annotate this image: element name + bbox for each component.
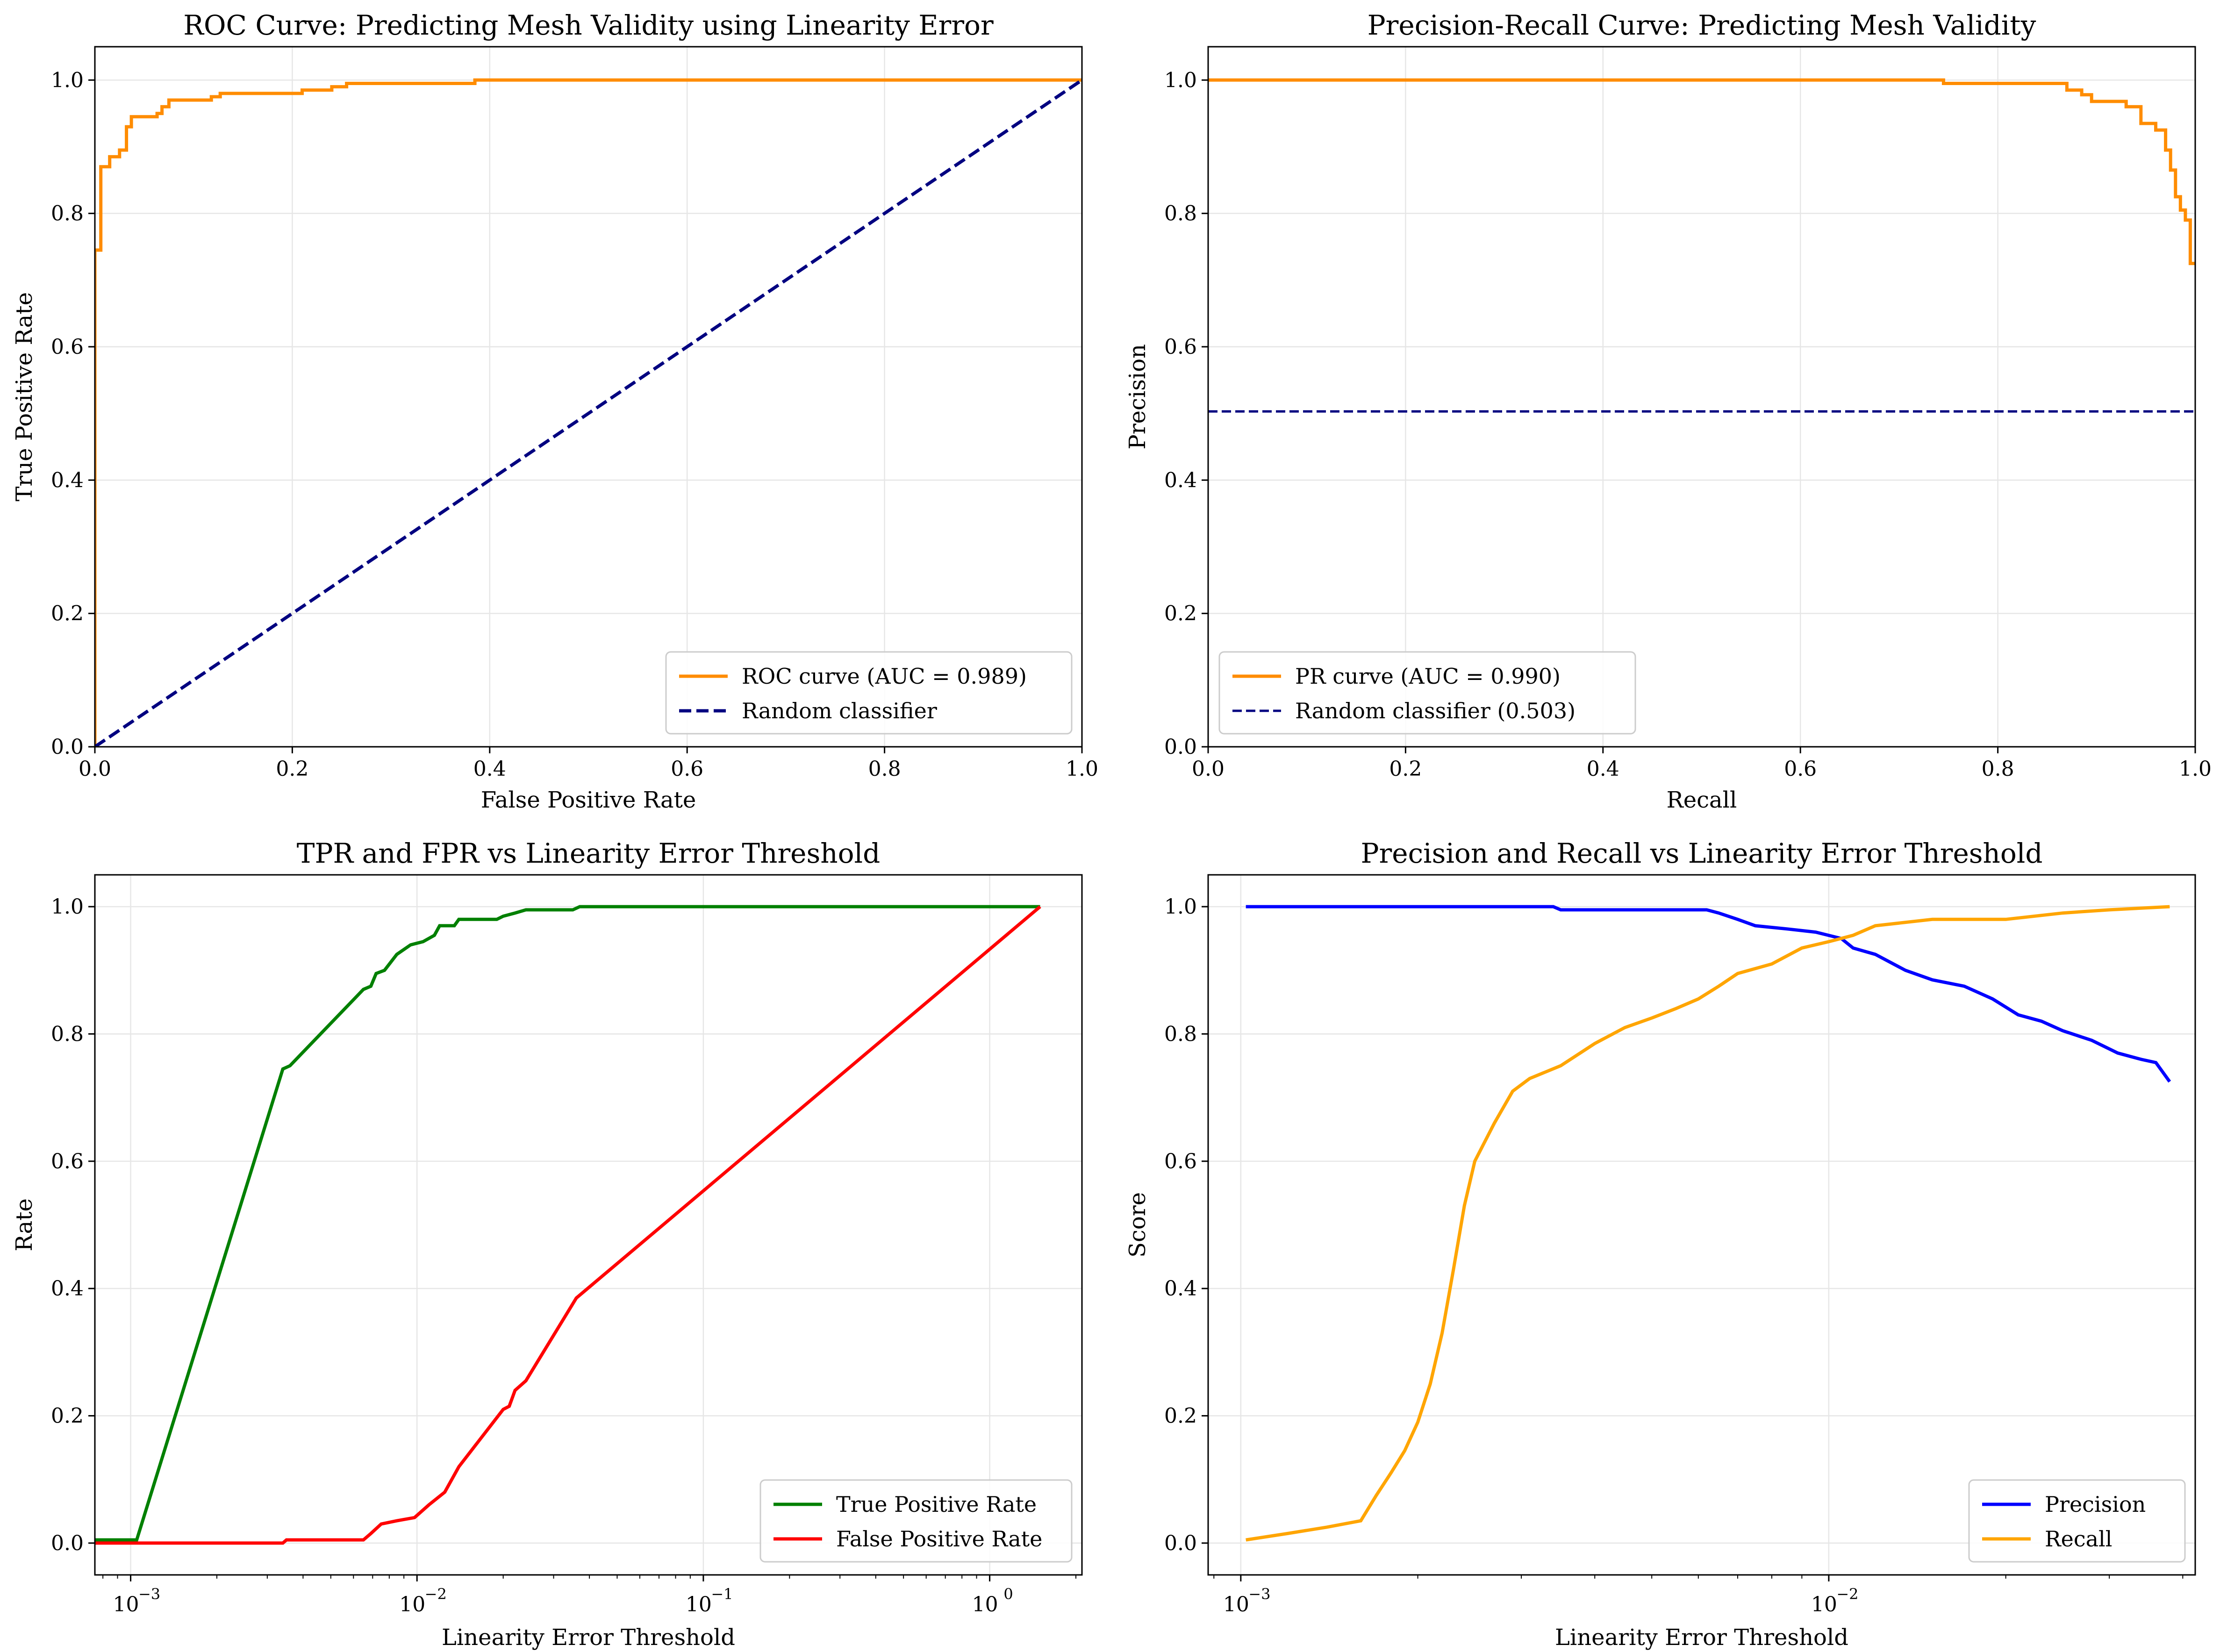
- legend-label: Random classifier: [742, 698, 937, 723]
- axes-frame: [1207, 46, 2196, 748]
- legend: True Positive Rate False Positive Rate: [759, 1479, 1073, 1563]
- x-tick-exponent: −2: [425, 1585, 447, 1603]
- y-tick-label: 0.0: [1164, 1531, 1197, 1555]
- series-line-1: [95, 905, 1040, 1542]
- legend-label: PR curve (AUC = 0.990): [1295, 664, 1561, 689]
- x-tick-label: 0.4: [1587, 757, 1619, 781]
- x-tick-label: 0.8: [868, 757, 901, 781]
- legend-box: [665, 651, 1073, 735]
- series-line-2: [95, 905, 1041, 1545]
- legend-label: False Positive Rate: [836, 1526, 1042, 1552]
- y-axis-label: Rate: [11, 1198, 37, 1252]
- chart-title: ROC Curve: Predicting Mesh Validity usin…: [183, 9, 994, 41]
- legend-label: Precision: [2045, 1492, 2146, 1517]
- x-tick-label: 0.6: [671, 757, 703, 781]
- x-tick-exponent: −3: [138, 1585, 160, 1603]
- x-tick-label: 0.0: [1192, 757, 1225, 781]
- x-tick-exponent: 0: [1003, 1585, 1013, 1603]
- x-tick-label: 10: [1223, 1593, 1249, 1616]
- x-tick-label: 0.0: [79, 757, 111, 781]
- axes-frame: [94, 46, 1083, 748]
- x-tick-label: 0.2: [1389, 757, 1422, 781]
- axes-frame: [1207, 874, 2196, 1576]
- legend-label: True Positive Rate: [836, 1492, 1037, 1517]
- chart-1: 0.0 0.2 0.4 0.6 0.8 1.0 0.0 0.2 0.4 0.6 0.8 1.0 ROC …: [11, 9, 1098, 813]
- legend-label: ROC curve (AUC = 0.989): [742, 664, 1027, 689]
- chart-title: TPR and FPR vs Linearity Error Threshold: [297, 837, 880, 869]
- legend-box: [759, 1479, 1073, 1563]
- series-line-1: [95, 78, 1082, 747]
- legend: ROC curve (AUC = 0.989) Random classifier: [665, 651, 1073, 735]
- chart-2: 0.0 0.2 0.4 0.6 0.8 1.0 0.0 0.2 0.4 0.6 0.8 1.0 Prec…: [1124, 9, 2212, 813]
- x-tick-label: 0.2: [276, 757, 308, 781]
- y-tick-label: 1.0: [51, 895, 84, 919]
- y-tick-label: 0.8: [1164, 1022, 1197, 1046]
- y-tick-label: 0.4: [51, 1277, 84, 1301]
- legend-box: [1968, 1479, 2186, 1563]
- legend-label: Random classifier (0.503): [1295, 698, 1575, 723]
- y-tick-label: 0.4: [51, 468, 84, 492]
- series-line-1: [1246, 905, 2171, 1083]
- y-tick-label: 0.4: [1164, 468, 1197, 492]
- y-axis-label: Precision: [1124, 344, 1151, 450]
- series-line-2: [95, 79, 1082, 747]
- x-tick-label: 0.8: [1982, 757, 2014, 781]
- y-tick-label: 0.6: [1164, 1150, 1197, 1173]
- y-tick-label: 0.0: [51, 735, 84, 759]
- y-tick-label: 0.6: [51, 1150, 84, 1173]
- series-line-1: [1208, 78, 2195, 265]
- y-tick-label: 0.6: [51, 335, 84, 359]
- x-tick-exponent: −3: [1248, 1585, 1270, 1603]
- y-tick-label: 0.4: [1164, 1277, 1197, 1301]
- y-tick-label: 0.2: [1164, 602, 1197, 626]
- x-axis-label: Linearity Error Threshold: [442, 1624, 735, 1651]
- x-tick-label: 10: [1811, 1593, 1837, 1616]
- x-axis-label: Recall: [1667, 787, 1737, 813]
- y-tick-label: 1.0: [1164, 895, 1197, 919]
- x-tick-label: 0.4: [473, 757, 506, 781]
- chart-title: Precision-Recall Curve: Predicting Mesh …: [1368, 9, 2036, 41]
- x-tick-label: 1.0: [1066, 757, 1098, 781]
- x-tick-label: 10: [972, 1593, 998, 1616]
- y-tick-label: 0.6: [1164, 335, 1197, 359]
- y-tick-label: 0.0: [1164, 735, 1197, 759]
- y-tick-label: 0.2: [1164, 1404, 1197, 1428]
- legend-label: Recall: [2045, 1526, 2112, 1552]
- x-tick-label: 10: [686, 1593, 712, 1616]
- x-tick-label: 1.0: [2179, 757, 2212, 781]
- legend-box: [1218, 651, 1636, 735]
- x-tick-label: 10: [113, 1593, 139, 1616]
- x-tick-label: 0.6: [1784, 757, 1817, 781]
- series-line-2: [1246, 905, 2170, 1542]
- x-tick-label: 10: [399, 1593, 425, 1616]
- x-axis-label: False Positive Rate: [481, 787, 696, 813]
- y-tick-label: 0.8: [51, 202, 84, 226]
- legend: PR curve (AUC = 0.990) Random classifier …: [1218, 651, 1636, 735]
- axes-frame: [94, 874, 1083, 1576]
- y-axis-label: Score: [1124, 1192, 1151, 1258]
- y-axis-label: True Positive Rate: [11, 292, 37, 501]
- legend: Precision Recall: [1968, 1479, 2186, 1563]
- y-tick-label: 0.2: [51, 1404, 84, 1428]
- y-tick-label: 0.8: [51, 1022, 84, 1046]
- y-tick-label: 0.8: [1164, 202, 1197, 226]
- y-tick-label: 0.2: [51, 602, 84, 626]
- x-tick-exponent: −2: [1836, 1585, 1858, 1603]
- y-tick-label: 1.0: [1164, 68, 1197, 92]
- y-tick-label: 1.0: [51, 68, 84, 92]
- x-tick-exponent: −1: [711, 1585, 733, 1603]
- y-tick-label: 0.0: [51, 1531, 84, 1555]
- x-axis-label: Linearity Error Threshold: [1555, 1624, 1848, 1651]
- chart-title: Precision and Recall vs Linearity Error …: [1361, 837, 2043, 869]
